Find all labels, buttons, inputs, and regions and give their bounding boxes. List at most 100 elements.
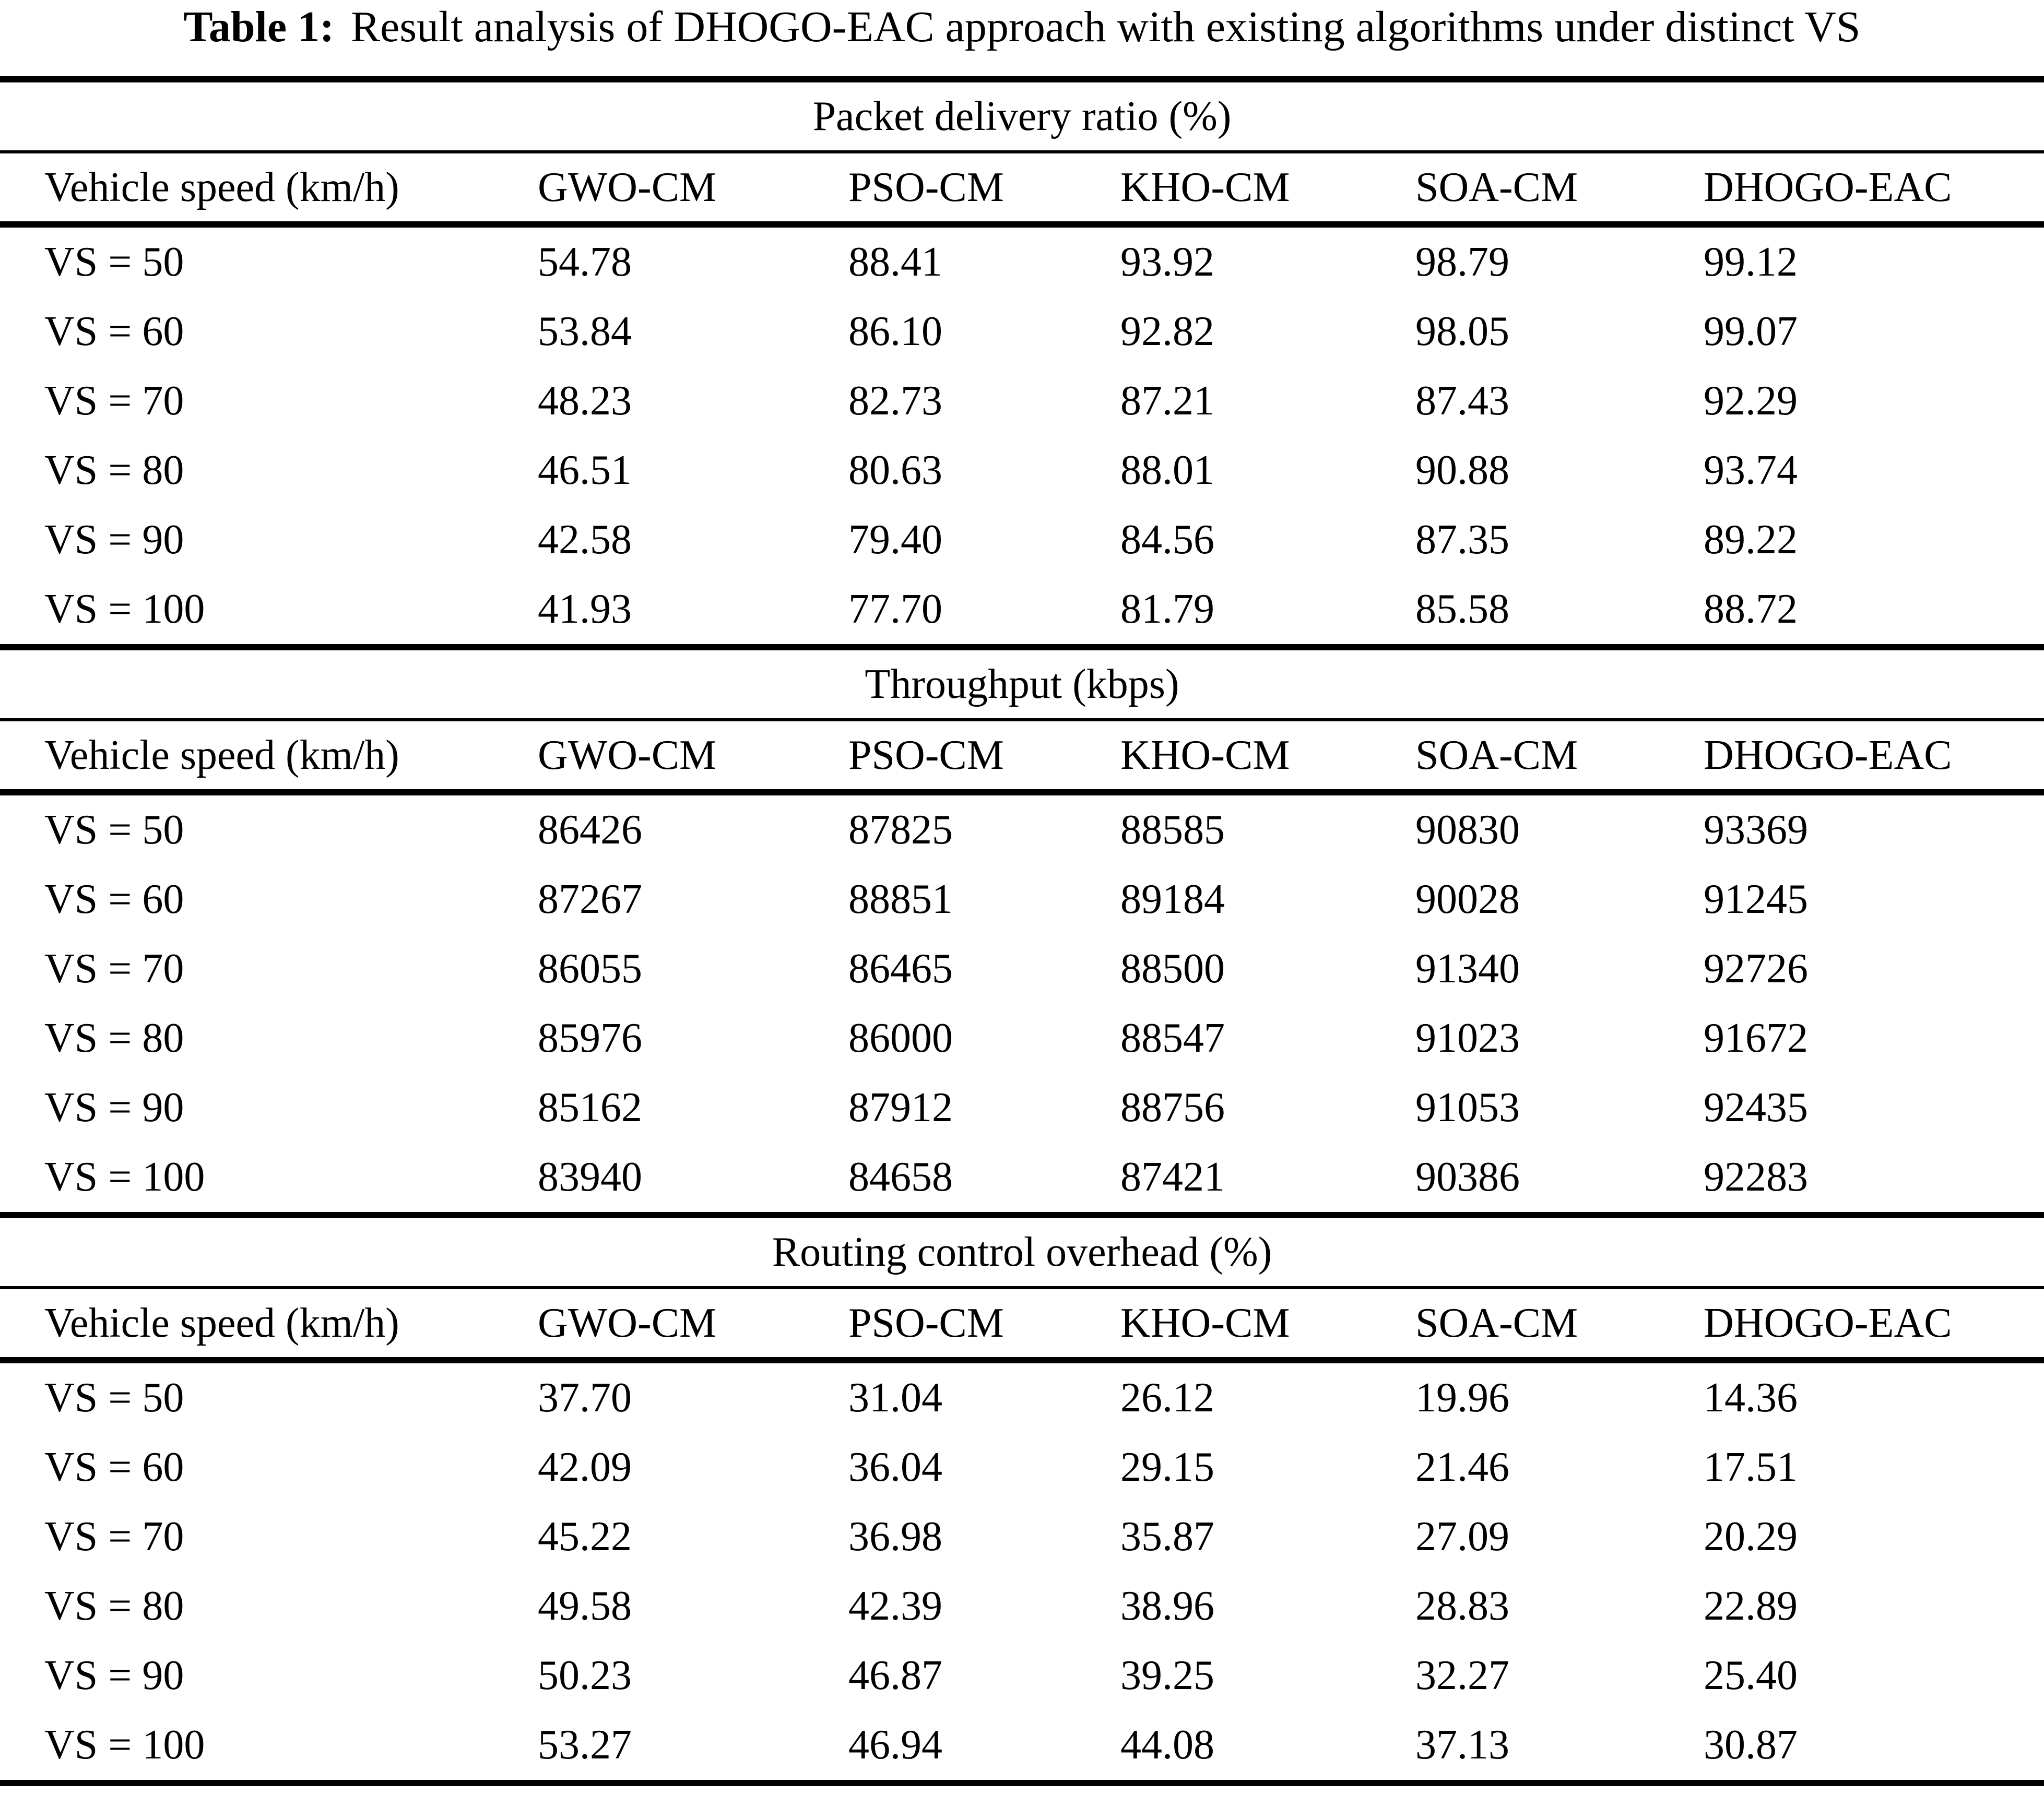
table-cell: 88851	[848, 876, 953, 922]
row-label: VS = 80	[44, 447, 184, 493]
column-header: DHOGO-EAC	[1704, 1300, 1952, 1346]
row-label: VS = 80	[44, 1583, 184, 1629]
column-header: PSO-CM	[848, 164, 1004, 210]
table-cell: 92435	[1704, 1085, 1808, 1131]
table-row: VS = 100 83940 84658 87421 90386 92283	[0, 1143, 2044, 1212]
table-caption: Table 1: Result analysis of DHOGO-EAC ap…	[0, 0, 2044, 76]
row-label: VS = 50	[44, 807, 184, 853]
column-header: DHOGO-EAC	[1704, 732, 1952, 778]
column-header: Vehicle speed (km/h)	[44, 1300, 399, 1346]
table-cell: 87.35	[1415, 517, 1509, 563]
table-cell: 46.94	[848, 1722, 942, 1768]
table-cell: 32.27	[1415, 1652, 1509, 1698]
table-row: VS = 70 86055 86465 88500 91340 92726	[0, 934, 2044, 1004]
row-label: VS = 90	[44, 1085, 184, 1131]
table-row: VS = 50 54.78 88.41 93.92 98.79 99.12	[0, 228, 2044, 297]
section-top-rule	[0, 76, 2044, 82]
header-rule	[0, 1357, 2044, 1363]
column-header: SOA-CM	[1415, 164, 1578, 210]
table-cell: 35.87	[1120, 1514, 1214, 1560]
table-cell: 90.88	[1415, 447, 1509, 493]
section-title-rule	[0, 1286, 2044, 1289]
header-rule	[0, 221, 2044, 228]
table-cell: 87.43	[1415, 378, 1509, 424]
section-title: Throughput (kbps)	[865, 661, 1179, 707]
table-cell: 81.79	[1120, 586, 1214, 632]
table-cell: 37.13	[1415, 1722, 1509, 1768]
table-cell: 85162	[538, 1085, 642, 1131]
table-row: VS = 50 86426 87825 88585 90830 93369	[0, 795, 2044, 865]
table-cell: 39.25	[1120, 1652, 1214, 1698]
table-caption-text: Result analysis of DHOGO-EAC approach wi…	[351, 3, 1861, 51]
table-cell: 90830	[1415, 807, 1520, 853]
table-cell: 20.29	[1704, 1514, 1798, 1560]
table-cell: 88500	[1120, 946, 1225, 992]
table-cell: 53.84	[538, 308, 632, 354]
column-header: Vehicle speed (km/h)	[44, 732, 399, 778]
column-header: PSO-CM	[848, 1300, 1004, 1346]
table-cell: 87912	[848, 1085, 953, 1131]
table-cell: 99.12	[1704, 239, 1798, 285]
table-row: VS = 90 42.58 79.40 84.56 87.35 89.22	[0, 505, 2044, 575]
table-cell: 49.58	[538, 1583, 632, 1629]
table-cell: 92726	[1704, 946, 1808, 992]
table-cell: 88585	[1120, 807, 1225, 853]
table-cell: 89.22	[1704, 517, 1798, 563]
table-cell: 21.46	[1415, 1444, 1509, 1490]
table-cell: 89184	[1120, 876, 1225, 922]
row-label: VS = 50	[44, 1375, 184, 1421]
table-row: VS = 80 85976 86000 88547 91023 91672	[0, 1004, 2044, 1073]
table-cell: 17.51	[1704, 1444, 1798, 1490]
column-header-row: Vehicle speed (km/h) GWO-CM PSO-CM KHO-CM SO…	[0, 1289, 2044, 1357]
table-cell: 98.79	[1415, 239, 1509, 285]
table-caption-label: Table 1:	[183, 3, 335, 51]
column-header: SOA-CM	[1415, 732, 1578, 778]
table-cell: 53.27	[538, 1722, 632, 1768]
table-row: VS = 70 45.22 36.98 35.87 27.09 20.29	[0, 1502, 2044, 1572]
column-header: GWO-CM	[538, 1300, 717, 1346]
section-top-rule	[0, 644, 2044, 650]
table-cell: 19.96	[1415, 1375, 1509, 1421]
table-cell: 92.82	[1120, 308, 1214, 354]
table-cell: 87267	[538, 876, 642, 922]
table-cell: 86000	[848, 1015, 953, 1061]
table-cell: 86465	[848, 946, 953, 992]
table-row: VS = 100 53.27 46.94 44.08 37.13 30.87	[0, 1710, 2044, 1780]
section-title: Routing control overhead (%)	[772, 1229, 1272, 1275]
table-cell: 87825	[848, 807, 953, 853]
table-cell: 91053	[1415, 1085, 1520, 1131]
table-cell: 86.10	[848, 308, 942, 354]
table-cell: 91023	[1415, 1015, 1520, 1061]
table-cell: 90386	[1415, 1154, 1520, 1200]
table-cell: 93.92	[1120, 239, 1214, 285]
row-label: VS = 60	[44, 1444, 184, 1490]
column-header: KHO-CM	[1120, 164, 1290, 210]
table-cell: 88.72	[1704, 586, 1798, 632]
table-row: VS = 60 42.09 36.04 29.15 21.46 17.51	[0, 1433, 2044, 1502]
row-label: VS = 100	[44, 1722, 205, 1768]
column-header-row: Vehicle speed (km/h) GWO-CM PSO-CM KHO-CM SO…	[0, 153, 2044, 221]
table-cell: 90028	[1415, 876, 1520, 922]
table-cell: 46.51	[538, 447, 632, 493]
table-cell: 91672	[1704, 1015, 1808, 1061]
table-cell: 36.04	[848, 1444, 942, 1490]
section-title: Packet delivery ratio (%)	[812, 93, 1232, 139]
table-cell: 22.89	[1704, 1583, 1798, 1629]
table-cell: 37.70	[538, 1375, 632, 1421]
table-cell: 46.87	[848, 1652, 942, 1698]
table-cell: 45.22	[538, 1514, 632, 1560]
table-row: VS = 90 85162 87912 88756 91053 92435	[0, 1073, 2044, 1143]
column-header: PSO-CM	[848, 732, 1004, 778]
table-cell: 54.78	[538, 239, 632, 285]
table-cell: 88547	[1120, 1015, 1225, 1061]
table-cell: 26.12	[1120, 1375, 1214, 1421]
table-cell: 86055	[538, 946, 642, 992]
table-cell: 44.08	[1120, 1722, 1214, 1768]
results-table: Packet delivery ratio (%) Vehicle speed (…	[0, 76, 2044, 1786]
table-cell: 36.98	[848, 1514, 942, 1560]
table-cell: 86426	[538, 807, 642, 853]
section-title-rule	[0, 718, 2044, 721]
row-label: VS = 90	[44, 1652, 184, 1698]
row-label: VS = 70	[44, 946, 184, 992]
table-cell: 91245	[1704, 876, 1808, 922]
